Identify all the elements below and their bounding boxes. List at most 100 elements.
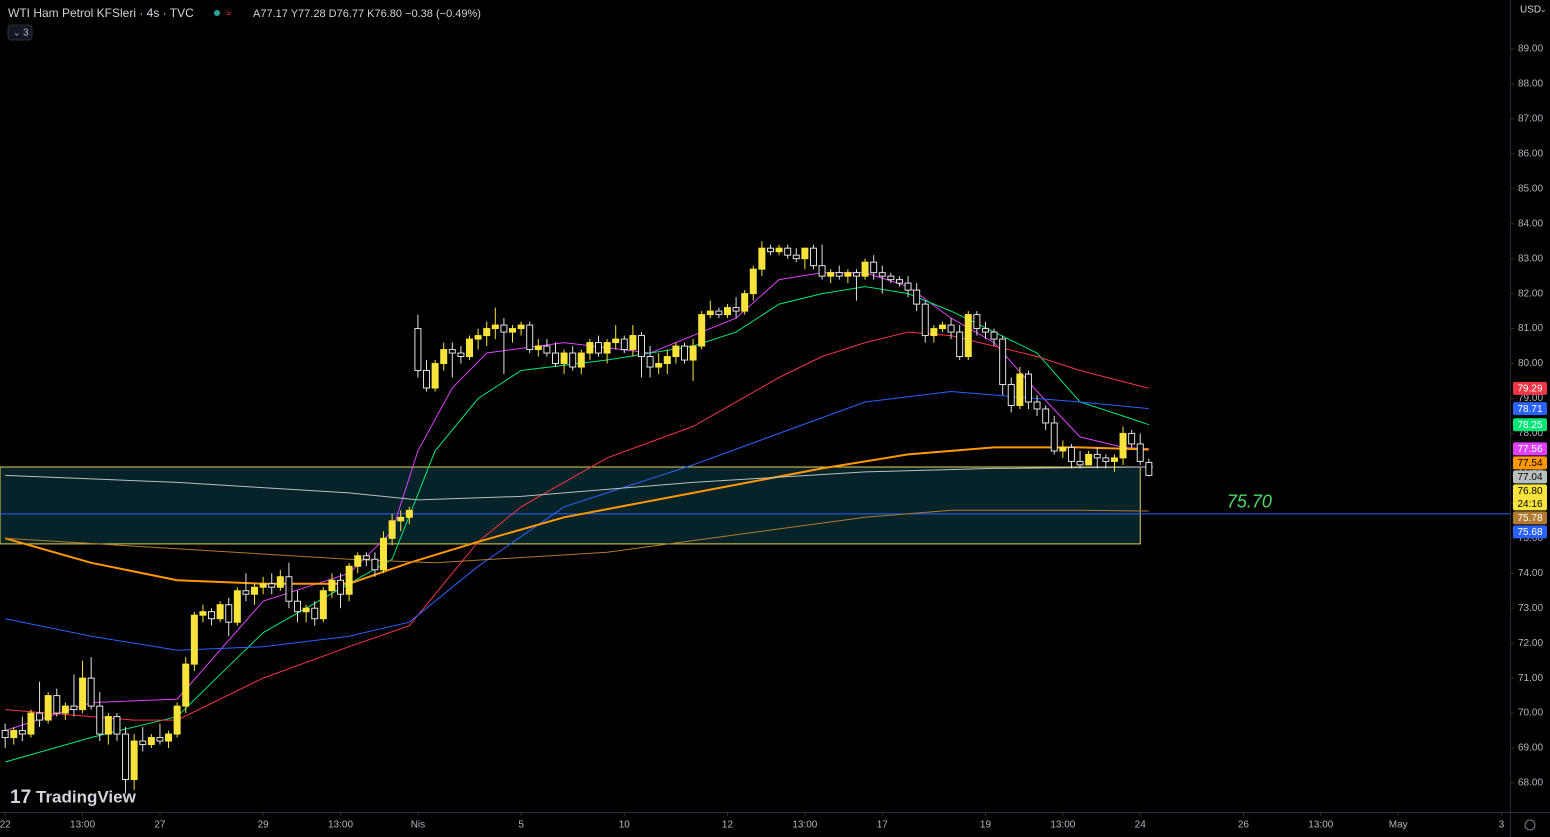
ohlc-legend: A77.17 Y77.28 D76.77 K76.80 −0.38 (−0.49… — [253, 8, 481, 20]
candle-body — [758, 247, 766, 270]
candle-body — [44, 695, 52, 721]
candle-body — [809, 247, 817, 267]
indicator-count[interactable]: 3 — [23, 28, 29, 39]
y-tick-label: 84.00 — [1518, 218, 1543, 229]
y-tick-label: 74.00 — [1518, 568, 1543, 579]
candle-body — [1145, 461, 1153, 476]
candle-body — [251, 586, 259, 595]
candle-body — [199, 611, 207, 616]
candle-body — [1076, 460, 1084, 466]
settings-icon[interactable] — [1524, 819, 1536, 831]
candle-body — [577, 352, 585, 368]
price-label: 77.56 — [1517, 444, 1542, 455]
candle-body — [483, 328, 491, 337]
candle-body — [259, 583, 267, 588]
candle-body — [861, 261, 869, 277]
candle-body — [1059, 446, 1067, 452]
y-tick-label: 70.00 — [1518, 708, 1543, 719]
candle-body — [405, 509, 413, 518]
candle-body — [784, 247, 792, 256]
candle-body — [603, 342, 611, 354]
price-label: 78.25 — [1517, 420, 1542, 431]
candle-body — [491, 324, 499, 330]
y-tick-label: 79.00 — [1518, 393, 1543, 404]
candle-body — [835, 272, 843, 277]
moving-average — [4, 446, 1149, 585]
x-tick-label: 27 — [154, 820, 166, 831]
candle-body — [1050, 422, 1058, 452]
candle-body — [302, 607, 310, 613]
candle-body — [680, 345, 688, 361]
status-icon: ≈ — [226, 9, 232, 20]
price-label-box — [1513, 442, 1547, 456]
candle-body — [594, 342, 602, 354]
candle-body — [1033, 401, 1041, 410]
candle-body — [104, 716, 112, 735]
candle-body — [319, 590, 327, 620]
x-tick-label: 10 — [619, 820, 631, 831]
candle-body — [964, 314, 972, 358]
indicator-toggle[interactable] — [7, 24, 33, 41]
candle-body — [775, 247, 783, 253]
price-label-box — [1513, 381, 1547, 395]
candle-body — [947, 324, 955, 333]
candle-body — [895, 279, 903, 284]
candle-body — [208, 611, 216, 620]
price-label: 78.71 — [1517, 404, 1542, 415]
candle-body — [18, 730, 26, 735]
x-tick-label: 24 — [1135, 820, 1147, 831]
price-label-box — [1513, 470, 1547, 484]
candle-body — [1, 730, 9, 739]
y-tick-label: 73.00 — [1518, 603, 1543, 614]
candle-body — [27, 712, 35, 735]
moving-average — [5, 331, 1149, 721]
candle-body — [1042, 408, 1050, 424]
y-tick-label: 88.00 — [1518, 79, 1543, 90]
candle-body — [423, 370, 431, 389]
symbol-title: WTI Ham Petrol KFSleri · 4s · TVC — [8, 6, 194, 20]
candle-body — [242, 590, 250, 595]
candle-body — [61, 705, 69, 714]
currency[interactable]: USD — [1520, 5, 1541, 16]
y-tick-label: 81.00 — [1518, 323, 1543, 334]
candle-body — [1007, 384, 1015, 406]
candle-body — [1119, 432, 1127, 459]
candle-body — [53, 695, 61, 714]
countdown: 24:16 — [1517, 499, 1542, 510]
moving-average — [5, 509, 1149, 564]
candle-body — [380, 537, 388, 571]
candle-body — [79, 677, 87, 711]
candle-body — [268, 583, 276, 588]
candle-body — [1067, 446, 1075, 462]
candle-body — [930, 328, 938, 337]
x-tick-label: 13:00 — [1050, 820, 1075, 831]
y-tick-label: 72.00 — [1518, 638, 1543, 649]
candle-body — [474, 335, 482, 340]
x-tick-label: 13:00 — [792, 820, 817, 831]
y-tick-label: 78.00 — [1518, 428, 1543, 439]
candle-body — [1093, 453, 1101, 459]
candle-body — [328, 579, 336, 592]
candle-body — [1024, 373, 1032, 403]
price-label-box — [1513, 402, 1547, 416]
x-tick-label: 29 — [258, 820, 270, 831]
candle-body — [36, 712, 44, 721]
y-tick-label: 71.00 — [1518, 673, 1543, 684]
candle-body — [904, 282, 912, 291]
candle-body — [827, 272, 835, 277]
candle-body — [913, 289, 921, 305]
candle-body — [956, 331, 964, 358]
candle-body — [981, 328, 989, 333]
price-label: 75.68 — [1517, 527, 1542, 538]
candle-body — [294, 600, 302, 613]
candle-body — [655, 363, 663, 368]
candle-body — [715, 310, 723, 316]
candle-body — [629, 335, 637, 351]
candle-body — [147, 737, 155, 746]
candle-body — [749, 268, 757, 295]
candle-body — [741, 293, 749, 312]
price-label-box — [1513, 484, 1547, 511]
candle-body — [689, 345, 697, 361]
candle-body — [388, 520, 396, 539]
candle-body — [500, 324, 508, 333]
